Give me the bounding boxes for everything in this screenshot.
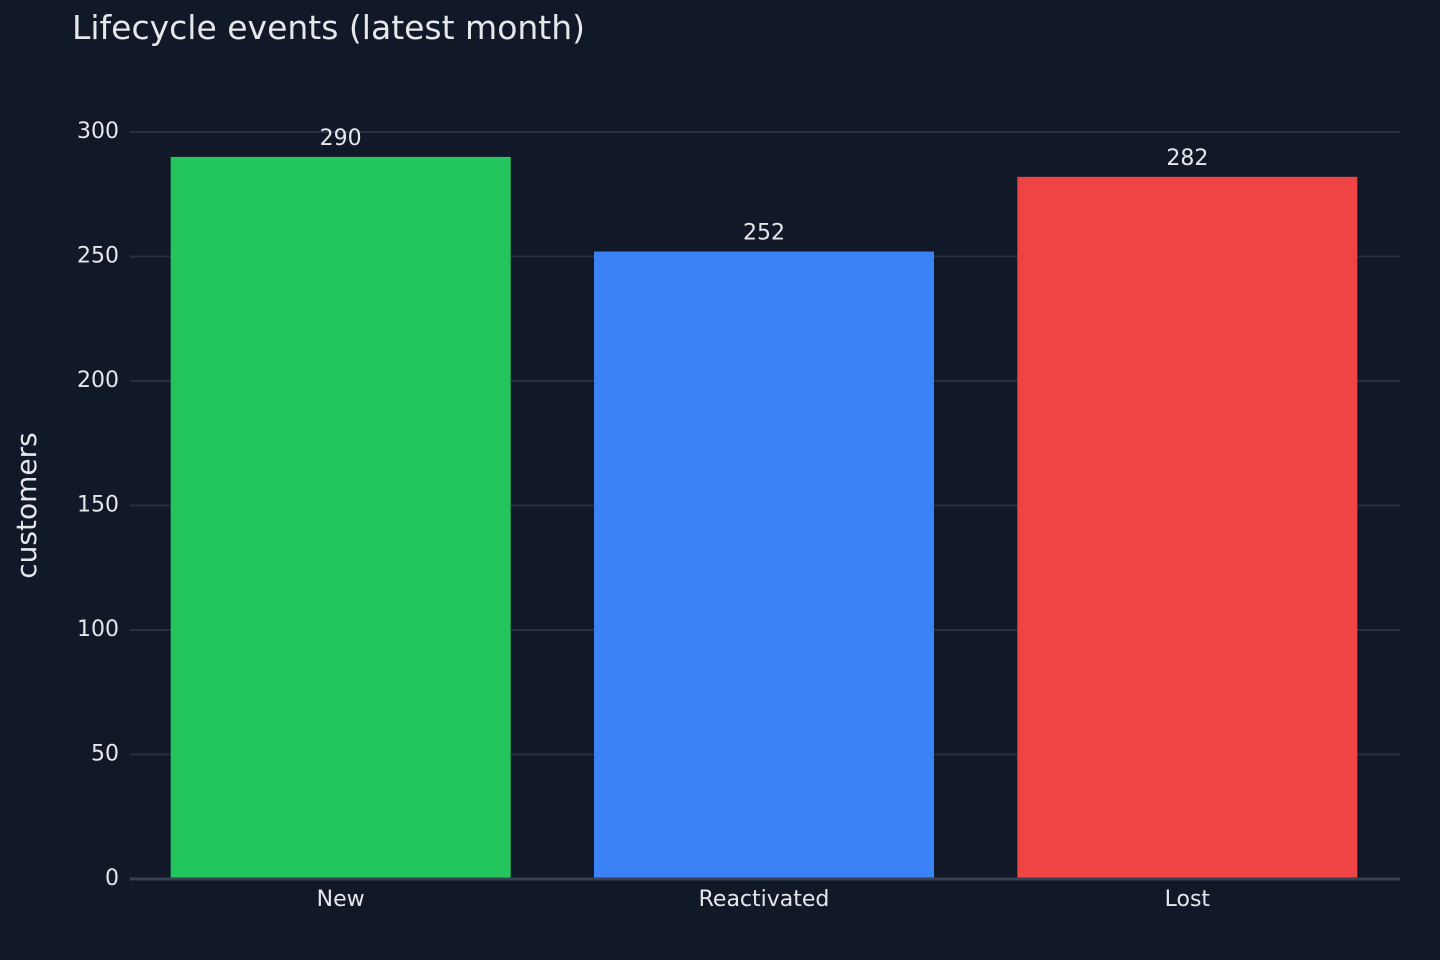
x-tick-label-new: New (317, 887, 365, 912)
bar-reactivated (594, 251, 934, 879)
y-tick-label-250: 250 (77, 244, 119, 269)
y-tick-label-0: 0 (105, 866, 119, 891)
y-tick-label-100: 100 (77, 617, 119, 642)
labels: 0 50 100 150 200 250 300 290 New 252 Reactivated 28… (10, 119, 1210, 912)
y-tick-label-50: 50 (91, 742, 119, 767)
x-tick-label-reactivated: Reactivated (699, 887, 830, 912)
chart-title: Lifecycle events (latest month) (72, 8, 586, 47)
y-tick-label-300: 300 (77, 119, 119, 144)
bars (170, 156, 1358, 879)
bar-lost (1017, 176, 1358, 879)
data-label-reactivated: 252 (743, 221, 785, 246)
y-tick-label-200: 200 (77, 368, 119, 393)
x-tick-label-lost: Lost (1165, 887, 1211, 912)
y-axis-title: customers (10, 432, 43, 578)
data-label-lost: 282 (1166, 146, 1208, 171)
data-label-new: 290 (320, 126, 362, 151)
bar-new (170, 156, 511, 879)
y-tick-label-150: 150 (77, 493, 119, 518)
